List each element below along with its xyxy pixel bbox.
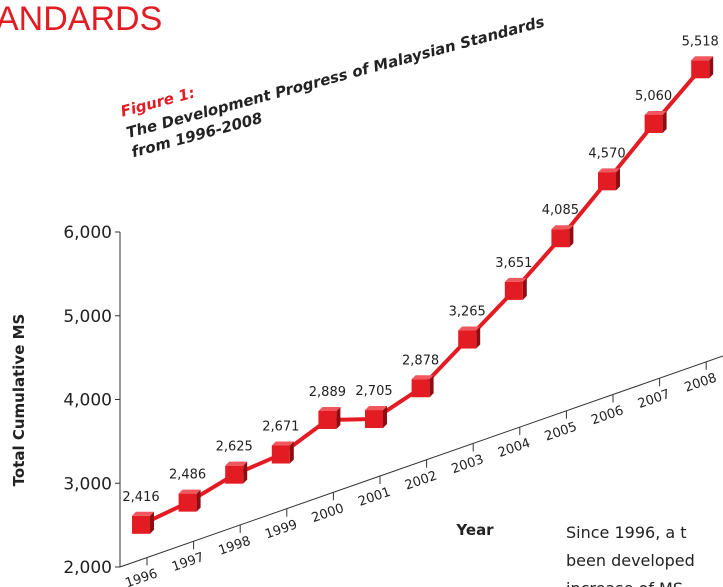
marker-top — [132, 511, 154, 516]
marker — [458, 330, 477, 349]
marker — [551, 229, 570, 248]
marker — [598, 172, 616, 191]
data-label: 3,265 — [449, 305, 486, 320]
body-text: been developed — [566, 551, 695, 570]
data-label: 4,570 — [588, 146, 625, 161]
data-label: 2,625 — [216, 440, 253, 455]
marker-side — [616, 168, 620, 191]
title-group: Figure 1: The Development Progress of Ma… — [119, 13, 547, 162]
x-tick-label: 2006 — [589, 403, 625, 428]
data-label: 3,651 — [495, 256, 532, 271]
header: ANDARDS — [0, 0, 162, 38]
marker-side — [662, 110, 667, 133]
marker-top — [365, 406, 387, 411]
data-label: 2,878 — [402, 353, 439, 368]
line — [140, 68, 702, 527]
marker-side — [476, 326, 481, 349]
marker — [271, 445, 290, 464]
x-axis — [119, 355, 723, 568]
x-tick-label: 2000 — [310, 501, 346, 526]
marker-top — [178, 489, 201, 494]
x-tick-label: 1997 — [170, 550, 206, 575]
x-axis-label: Year — [455, 521, 494, 539]
chart-title: The Development Progress of Malaysian St… — [124, 13, 546, 142]
marker-side — [150, 511, 154, 534]
x-tick-label: 2008 — [683, 371, 719, 396]
marker-top — [271, 441, 294, 446]
body-text: Since 1996, a t — [566, 523, 687, 542]
marker-side — [336, 406, 341, 429]
y-tick-label: 5,000 — [63, 307, 112, 327]
marker-top — [225, 461, 248, 466]
marker-side — [429, 375, 434, 398]
marker — [318, 410, 337, 429]
marker — [504, 281, 523, 300]
x-tick-label: 1998 — [217, 534, 253, 559]
y-tick-label: 4,000 — [63, 391, 112, 411]
x-tick-label: 1996 — [123, 566, 159, 587]
x-tick-label: 2005 — [543, 420, 579, 445]
data-label: 2,486 — [169, 468, 206, 483]
marker — [365, 410, 383, 429]
marker-side — [289, 441, 294, 464]
marker-side — [383, 406, 387, 429]
marker-top — [504, 277, 527, 282]
marker-side — [569, 225, 574, 248]
x-tick-label: 2001 — [356, 485, 392, 510]
marker-top — [458, 326, 481, 331]
y-tick-label: 6,000 — [63, 223, 112, 243]
data-label: 4,085 — [542, 203, 579, 218]
x-tick-label: 2002 — [403, 469, 439, 494]
data-label: 2,889 — [309, 385, 346, 400]
marker-top — [691, 56, 714, 61]
x-tick-label: 2003 — [450, 452, 486, 477]
marker-top — [411, 375, 434, 380]
marker — [178, 493, 197, 512]
marker — [132, 515, 150, 534]
marker-side — [196, 489, 201, 512]
marker-side — [522, 277, 527, 300]
data-label: 5,060 — [635, 89, 672, 104]
data-label: 2,416 — [122, 490, 159, 505]
marker — [644, 114, 663, 133]
marker-top — [644, 110, 667, 115]
marker-top — [551, 225, 574, 230]
body-text: increase of MS — [566, 579, 683, 587]
marker-side — [709, 56, 714, 79]
x-tick-label: 1999 — [263, 517, 299, 542]
y-axis-label: Total Cumulative MS — [10, 314, 28, 487]
data-label: 2,671 — [262, 420, 299, 435]
marker-top — [318, 406, 341, 411]
data-label: 2,705 — [355, 384, 392, 399]
marker — [691, 60, 710, 79]
x-tick-label: 2007 — [636, 387, 672, 412]
marker — [225, 465, 244, 484]
x-tick-label: 2004 — [496, 436, 532, 461]
y-tick-label: 3,000 — [63, 474, 112, 494]
marker — [411, 379, 430, 398]
marker-side — [243, 461, 248, 484]
marker-top — [598, 168, 620, 173]
y-tick-label: 2,000 — [63, 558, 112, 578]
data-label: 5,518 — [682, 34, 719, 49]
